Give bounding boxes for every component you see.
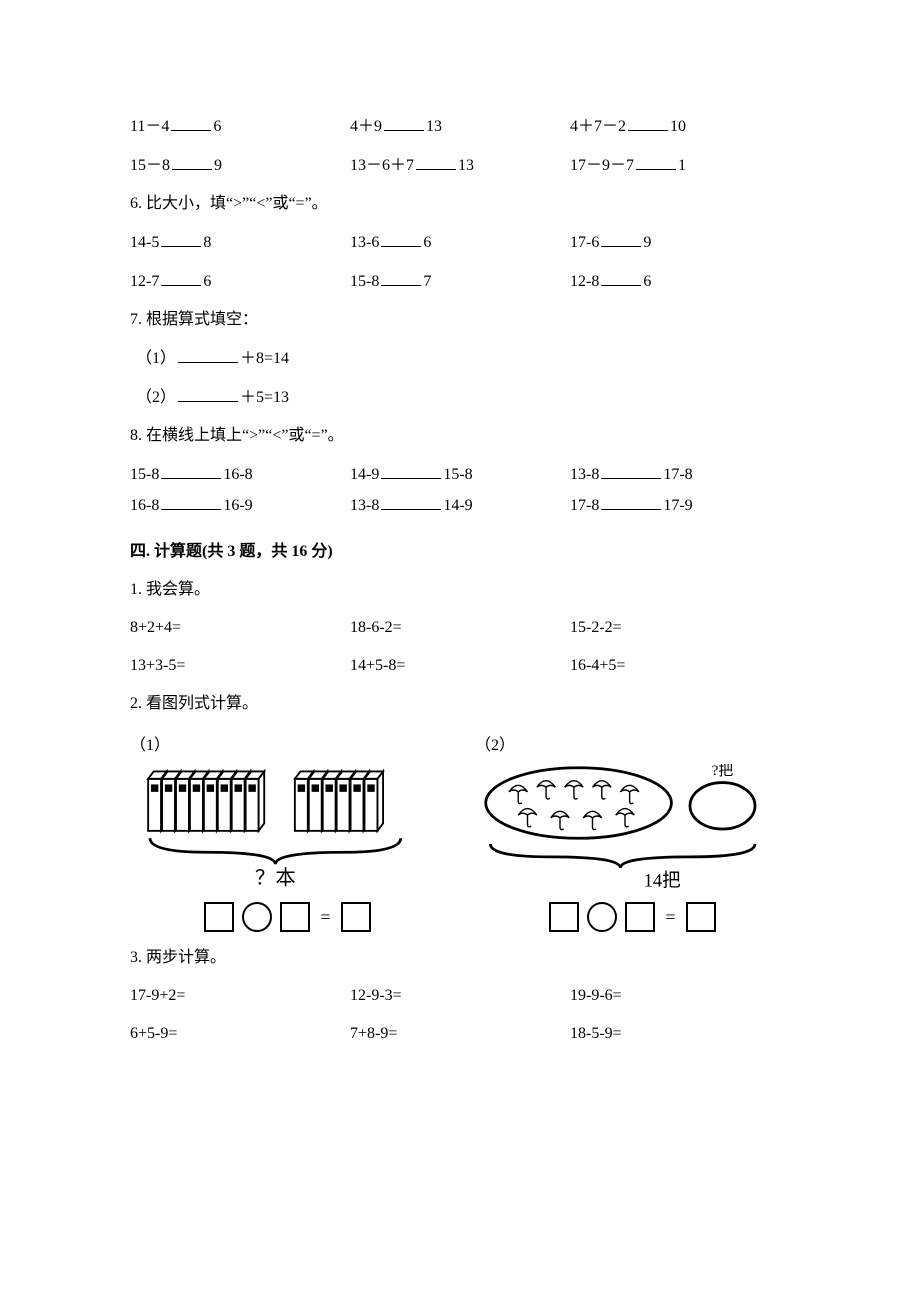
calc-item: 14+5-8= (350, 654, 570, 678)
circle-icon[interactable] (242, 902, 272, 932)
fill-equation: （2）＋5=13 (130, 385, 790, 410)
compare-item: 15－89 (130, 153, 350, 178)
fill-blank[interactable] (178, 346, 238, 363)
calc-item: 16-4+5= (570, 654, 790, 678)
compare-item: 4＋913 (350, 114, 570, 139)
s4q1-prompt: 1. 我会算。 (130, 578, 790, 602)
fill-blank[interactable] (384, 114, 424, 131)
fill-blank[interactable] (601, 493, 661, 510)
calc-item: 18-5-9= (570, 1022, 790, 1046)
q6-prompt: 6. 比大小，填“>”“<”或“=”。 (130, 192, 790, 216)
calc-item: 15-2-2= (570, 616, 790, 640)
fill-blank[interactable] (381, 493, 441, 510)
fill-blank[interactable] (601, 462, 661, 479)
box-icon[interactable] (341, 902, 371, 932)
compare-item: 13-66 (350, 230, 570, 255)
fill-equation: （1）＋8=14 (130, 346, 790, 371)
fill-blank[interactable] (601, 269, 641, 286)
compare-item: 17－9－71 (570, 153, 790, 178)
fill-blank[interactable] (161, 493, 221, 510)
fill-blank[interactable] (381, 269, 421, 286)
compare-item: 11－46 (130, 114, 350, 139)
fill-blank[interactable] (636, 153, 676, 170)
compare-item: 12-76 (130, 269, 350, 294)
compare-item: 14-58 (130, 230, 350, 255)
fill-blank[interactable] (416, 153, 456, 170)
calc-item: 19-9-6= (570, 984, 790, 1008)
fill-blank[interactable] (171, 114, 211, 131)
equals-text: = (320, 907, 330, 927)
box-icon[interactable] (686, 902, 716, 932)
fill-blank[interactable] (172, 153, 212, 170)
compare-item: 13－6＋713 (350, 153, 570, 178)
fig2-label: （2） (475, 734, 790, 758)
q7-block: （1）＋8=14 （2）＋5=13 (130, 346, 790, 410)
fill-blank[interactable] (381, 230, 421, 247)
compare-item: 13-817-8 (570, 462, 790, 487)
s4q3-prompt: 3. 两步计算。 (130, 946, 790, 970)
calc-item: 7+8-9= (350, 1022, 570, 1046)
figure-books: （1） (130, 734, 445, 932)
section4-title: 四. 计算题(共 3 题，共 16 分) (130, 540, 790, 564)
q5-block: 11－464＋9134＋7－210 15－8913－6＋71317－9－71 (130, 114, 790, 178)
fill-blank[interactable] (628, 114, 668, 131)
umbrella-caption: 14把 (644, 871, 681, 892)
compare-item: 14-915-8 (350, 462, 570, 487)
compare-item: 15-816-8 (130, 462, 350, 487)
books-caption: ？本 (255, 867, 296, 890)
calc-item: 17-9+2= (130, 984, 350, 1008)
compare-item: 17-69 (570, 230, 790, 255)
fig2-equation: = (475, 902, 790, 932)
s4q2-figures: （1） (130, 734, 790, 932)
compare-item: 15-87 (350, 269, 570, 294)
box-icon[interactable] (280, 902, 310, 932)
compare-item: 13-814-9 (350, 493, 570, 518)
calc-item: 13+3-5= (130, 654, 350, 678)
q7-prompt: 7. 根据算式填空： (130, 308, 790, 332)
fig1-label: （1） (130, 734, 445, 758)
fill-blank[interactable] (161, 462, 221, 479)
figure-umbrellas: （2） ?把 14把 (475, 734, 790, 932)
umbrella-side-label: ?把 (712, 764, 734, 779)
fill-blank[interactable] (601, 230, 641, 247)
calc-item: 12-9-3= (350, 984, 570, 1008)
equals-text: = (665, 907, 675, 927)
fill-blank[interactable] (161, 269, 201, 286)
calc-item: 6+5-9= (130, 1022, 350, 1046)
circle-icon[interactable] (587, 902, 617, 932)
q8-prompt: 8. 在横线上填上“>”“<”或“=”。 (130, 424, 790, 448)
fill-blank[interactable] (161, 230, 201, 247)
q6-block: 14-5813-6617-69 12-7615-8712-86 (130, 230, 790, 294)
s4q2-prompt: 2. 看图列式计算。 (130, 692, 790, 716)
books-svg: ？本 (130, 764, 430, 894)
s4q3-block: 17-9+2=12-9-3=19-9-6= 6+5-9=7+8-9=18-5-9= (130, 984, 790, 1046)
compare-item: 4＋7－210 (570, 114, 790, 139)
calc-item: 8+2+4= (130, 616, 350, 640)
q8-block: 15-816-814-915-813-817-8 16-816-913-814-9… (130, 462, 790, 518)
fig1-equation: = (130, 902, 445, 932)
compare-item: 16-816-9 (130, 493, 350, 518)
fill-blank[interactable] (381, 462, 441, 479)
calc-item: 18-6-2= (350, 616, 570, 640)
box-icon[interactable] (549, 902, 579, 932)
s4q1-block: 8+2+4=18-6-2=15-2-2= 13+3-5=14+5-8=16-4+5… (130, 616, 790, 678)
fill-blank[interactable] (178, 385, 238, 402)
compare-item: 17-817-9 (570, 493, 790, 518)
compare-item: 12-86 (570, 269, 790, 294)
umbrellas-svg: ?把 14把 (475, 764, 775, 894)
box-icon[interactable] (204, 902, 234, 932)
box-icon[interactable] (625, 902, 655, 932)
